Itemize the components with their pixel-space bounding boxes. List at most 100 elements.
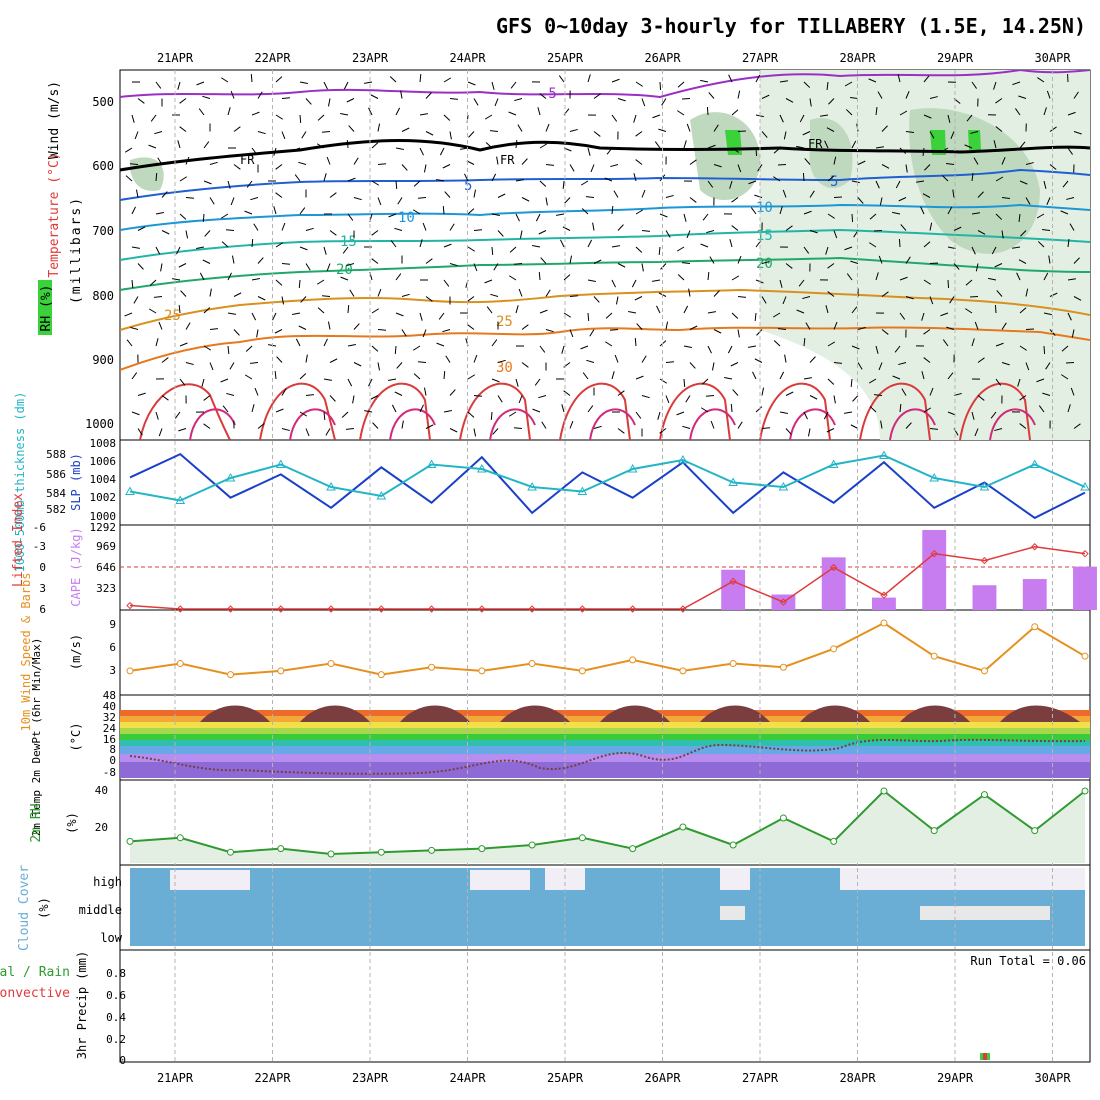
wind-barb (700, 79, 709, 83)
thickness-point (577, 486, 588, 495)
date-label: 30APR (1034, 51, 1071, 65)
wind-barb (388, 213, 397, 218)
series-layer (125, 450, 1097, 863)
wind10-point (428, 663, 436, 671)
thickness-point (376, 490, 387, 500)
wind-barb (394, 345, 397, 355)
wind-barb (731, 312, 739, 319)
wind-barb (395, 147, 404, 151)
wind-barb (825, 246, 829, 255)
level-label: 700 (92, 224, 114, 238)
wind10-point (880, 619, 888, 627)
wind-barb (785, 391, 794, 396)
wind-barb (491, 378, 500, 383)
wind-barb (681, 98, 691, 100)
wind-barb (569, 255, 573, 264)
wind-barb (873, 394, 883, 396)
wind-barb (564, 197, 571, 204)
wind-barb (1043, 180, 1047, 189)
wind-barb (820, 114, 829, 117)
wind-barb (857, 160, 866, 165)
wind-barb (660, 263, 667, 270)
slp-ylabel-thk: 1000-500mb thickness (dm) (13, 392, 27, 573)
wind-barb (273, 147, 277, 156)
wind-barb (519, 230, 523, 239)
wind-barb (921, 312, 925, 321)
tick-label: 1292 (90, 521, 117, 534)
wind-barb (371, 258, 379, 264)
wind-barb (157, 157, 163, 165)
wind-barb (395, 107, 401, 116)
wind-barb (881, 164, 890, 169)
wind-barb (779, 80, 788, 83)
wind-barb (155, 411, 159, 420)
isotherm-label: 5 (464, 178, 472, 194)
wind-barb (1048, 255, 1051, 264)
wind-barb (443, 370, 446, 380)
wind-barb (281, 296, 285, 305)
wind-barb (611, 371, 615, 380)
wind-barb (773, 147, 781, 154)
wind-barb (422, 329, 427, 338)
wind-barb (593, 93, 601, 99)
wind-barb (611, 114, 618, 122)
wind-barb (257, 91, 263, 99)
precip-legend-conv: Convective (0, 986, 70, 1001)
wind-barb (467, 324, 475, 330)
thickness-point (125, 486, 135, 495)
date-label: 30APR (1034, 1071, 1071, 1085)
wind-barb (161, 191, 168, 198)
lifted-index-point (478, 605, 486, 613)
rh2m-point (779, 814, 787, 822)
rh2m-point (1031, 827, 1039, 835)
wind-barb (688, 288, 691, 297)
wind-barb (203, 345, 212, 351)
wind-barb (977, 191, 984, 198)
wind-barb (227, 180, 231, 189)
wind-barb (203, 141, 210, 149)
wind-barb (251, 147, 258, 155)
thickness-point (627, 463, 638, 473)
temp2m-unit: (°C) (69, 723, 83, 752)
cape-bar (872, 597, 896, 610)
wind-barb (148, 144, 157, 149)
wind-barb (345, 428, 355, 430)
wind-barb (593, 259, 602, 264)
wind10-point (629, 656, 637, 664)
wind-barb (905, 90, 910, 99)
wind-barb (875, 106, 878, 116)
wind-barb (676, 246, 685, 252)
wind-barb (827, 291, 835, 297)
wind-barb (929, 131, 935, 139)
lifted-index-point (679, 605, 687, 613)
wind-barb (346, 98, 355, 103)
wind-barb (346, 263, 355, 267)
wind-barb (1019, 180, 1028, 185)
wind-barb (850, 424, 859, 429)
wind-barb (737, 421, 743, 429)
wind-barb (845, 109, 853, 116)
wind-barb (161, 357, 169, 363)
wind-barb (590, 164, 595, 173)
date-label: 26APR (644, 1071, 681, 1085)
wind-barb (294, 174, 301, 182)
wind10-ylabel: 10m Wind Speed & Barbs (19, 573, 33, 732)
wind-barb (851, 306, 858, 314)
wind-barb (370, 395, 379, 400)
thickness-point (778, 481, 789, 491)
wind-barb (634, 337, 637, 347)
wind-barb (724, 376, 733, 380)
wind-barb (1066, 197, 1075, 200)
wind-barb (233, 126, 241, 132)
wind-barb (869, 213, 877, 220)
wind-barb (540, 257, 547, 264)
wind-barb (1041, 229, 1051, 231)
wind-barb (377, 362, 381, 371)
wind-barb (295, 338, 301, 347)
wind-barb (185, 230, 189, 239)
wind-barb (665, 395, 670, 404)
bottom-date-labels: 21APR 22APR 23APR 24APR 25APR 26APR 27APR 28APR… (157, 1071, 1071, 1085)
wind-barb (397, 197, 403, 205)
tick-label: 0.6 (106, 989, 126, 1002)
